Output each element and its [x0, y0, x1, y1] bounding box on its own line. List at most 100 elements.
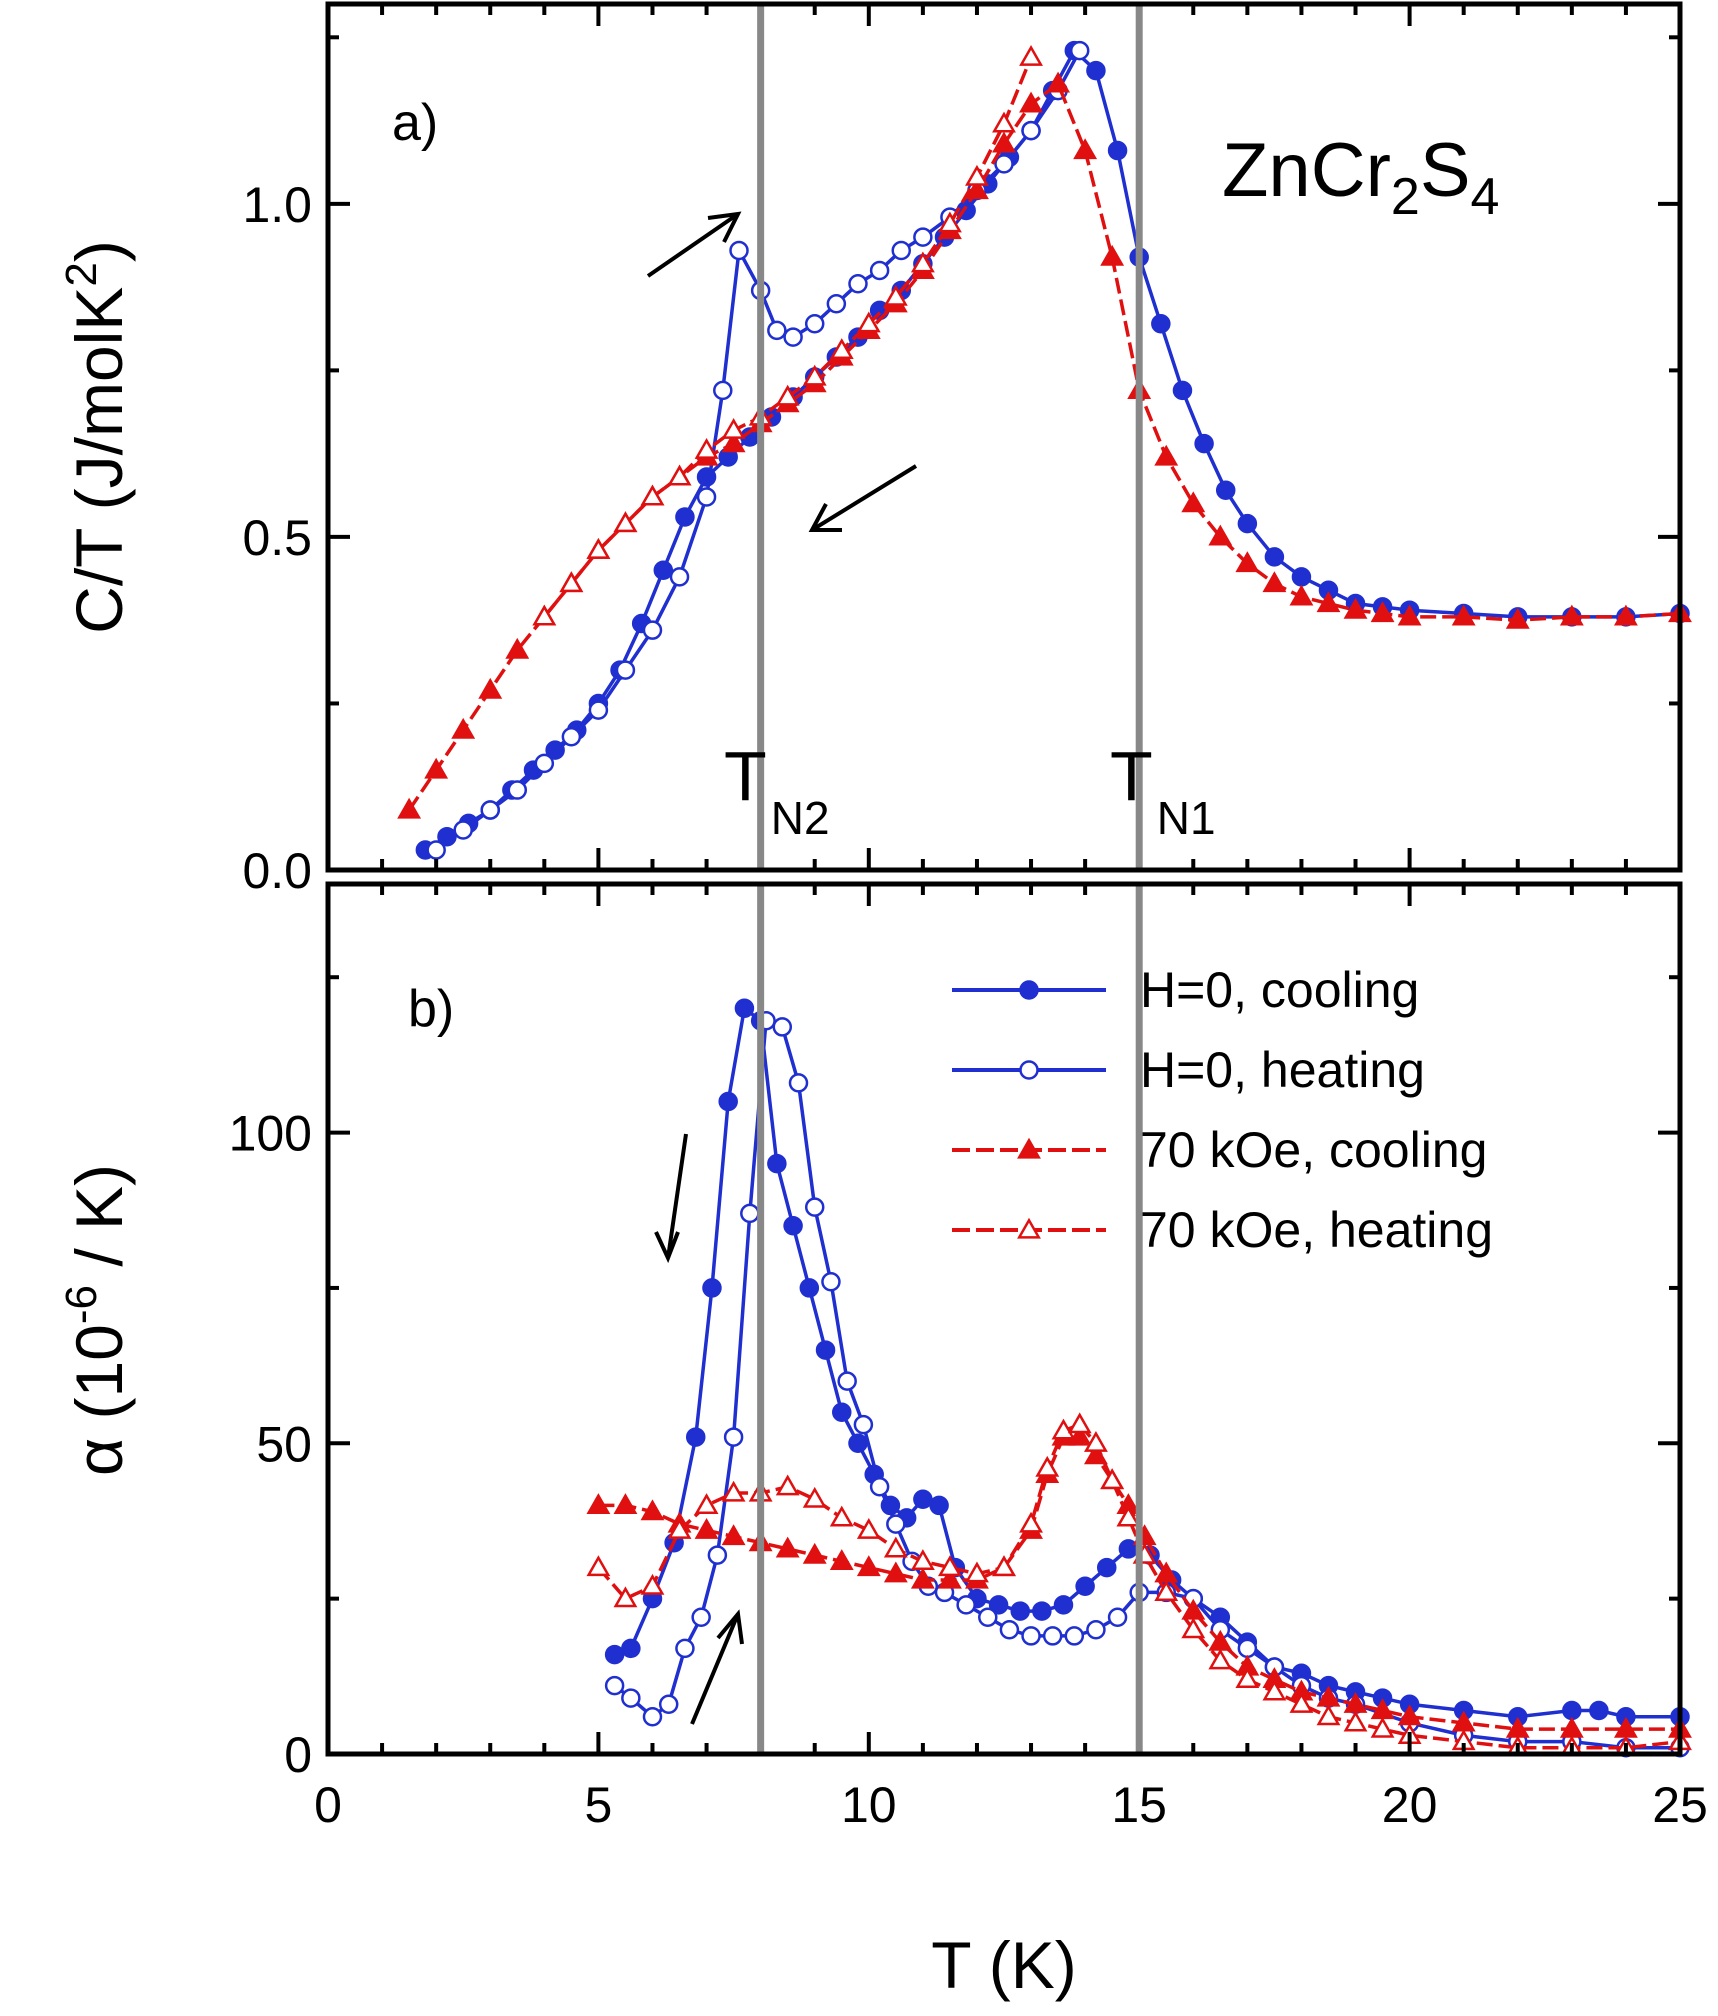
data-point-a-2: [1370, 601, 1395, 623]
data-point-b-0: [1032, 1601, 1052, 1621]
data-point-b-0: [685, 1427, 706, 1447]
data-point-b-0: [913, 1489, 933, 1509]
data-point-b-3: [1035, 1455, 1060, 1477]
data-point-b-1: [642, 1706, 663, 1727]
data-point-a-0: [1215, 480, 1236, 501]
data-point-a-2: [1613, 604, 1638, 626]
data-point-a-3: [640, 484, 665, 506]
data-point-b-3: [1154, 1580, 1179, 1602]
data-point-a-2: [1100, 244, 1125, 266]
data-point-a-0: [545, 740, 565, 760]
marker-label-tn1: TN1: [1110, 737, 1216, 844]
data-point-a-3: [992, 111, 1016, 133]
series-line-a-1: [435, 49, 1082, 852]
data-point-b-2: [910, 1567, 935, 1589]
panel-b-label: b): [408, 980, 454, 1038]
data-point-a-1: [669, 567, 690, 587]
y-tick-label-b: 0: [284, 1727, 312, 1783]
data-point-a-2: [1154, 444, 1179, 466]
data-point-a-2: [1505, 607, 1530, 629]
data-point-b-3: [1019, 1511, 1043, 1533]
data-point-a-1: [534, 753, 555, 774]
arrow-a-down-left: [808, 464, 918, 532]
data-point-b-0: [1589, 1700, 1609, 1721]
data-point-a-2: [397, 797, 422, 819]
legend-label: 70 kOe, heating: [1140, 1202, 1493, 1258]
data-point-a-2: [965, 178, 989, 200]
data-point-b-0: [832, 1402, 852, 1422]
data-point-b-3: [1370, 1716, 1395, 1738]
data-point-a-3: [694, 438, 719, 459]
data-point-a-2: [1208, 524, 1233, 546]
data-point-a-1: [642, 620, 663, 640]
data-point-a-1: [783, 327, 803, 347]
data-point-b-1: [658, 1694, 679, 1715]
data-point-a-2: [478, 677, 503, 699]
data-point-b-1: [1237, 1638, 1258, 1659]
data-point-b-3: [1067, 1412, 1092, 1434]
data-point-b-3: [613, 1586, 638, 1608]
data-point-a-0: [696, 467, 717, 487]
data-point-b-3: [694, 1493, 719, 1515]
data-point-b-0: [702, 1278, 722, 1298]
data-point-a-1: [1069, 40, 1090, 61]
data-point-b-3: [1084, 1430, 1108, 1452]
data-point-b-1: [740, 1203, 760, 1224]
data-point-a-2: [1451, 604, 1476, 626]
data-point-b-0: [1562, 1700, 1582, 1721]
data-point-a-1: [696, 487, 717, 507]
arrow-a-up-right: [646, 211, 742, 278]
data-point-a-1: [804, 314, 825, 334]
data-point-b-1: [837, 1371, 857, 1391]
data-point-a-3: [1019, 44, 1043, 66]
panel-b-marker-lines: [757, 884, 1143, 1754]
data-point-b-1: [788, 1073, 809, 1093]
data-point-b-0: [621, 1638, 641, 1659]
data-point-a-0: [1151, 314, 1171, 334]
data-point-a-3: [721, 418, 746, 439]
compound-base: ZnCr: [1222, 128, 1391, 213]
data-point-a-1: [426, 840, 446, 860]
data-point-b-3: [1116, 1505, 1141, 1527]
data-point-b-0: [1010, 1601, 1030, 1621]
data-point-b-3: [1262, 1679, 1287, 1701]
arrow-b-up-right: [690, 1609, 744, 1725]
panel-b-frame: [325, 881, 1683, 1757]
data-point-a-1: [913, 227, 933, 247]
data-point-a-3: [829, 338, 854, 359]
panel-b: 0 5 10 15 20 25 0 50 100 b) α (10-6 / K) T (K) H…: [57, 881, 1708, 2002]
data-point-b-3: [586, 1555, 611, 1577]
data-point-b-1: [999, 1619, 1020, 1640]
data-point-a-0: [1086, 60, 1106, 81]
ylabel-b-tail: / K): [62, 1164, 136, 1285]
x-tick-label: 0: [314, 1777, 342, 1833]
data-point-a-2: [1343, 597, 1368, 619]
data-point-a-2: [1559, 604, 1584, 626]
data-point-b-0: [848, 1433, 868, 1454]
panel-b-ticks: 0 5 10 15 20 25 0 50 100: [229, 884, 1708, 1833]
data-point-a-2: [1235, 551, 1260, 573]
data-point-b-2: [1067, 1424, 1092, 1446]
data-point-b-3: [640, 1573, 665, 1595]
data-point-a-1: [453, 820, 473, 840]
data-point-a-3: [532, 604, 557, 626]
data-point-a-3: [775, 384, 800, 406]
marker-tn1-main: T: [1110, 737, 1153, 815]
x-tick-label: 25: [1652, 1777, 1708, 1833]
data-point-a-0: [1237, 513, 1258, 534]
data-point-a-3: [586, 537, 611, 559]
data-point-a-1: [1021, 120, 1041, 141]
marker-tn1-sub: N1: [1157, 792, 1216, 844]
legend-label: H=0, heating: [1140, 1042, 1425, 1098]
data-point-a-3: [613, 511, 638, 533]
data-point-b-1: [1042, 1626, 1063, 1646]
y-tick-label-a: 0.5: [242, 510, 312, 566]
ylabel-b-sup: -6: [57, 1285, 106, 1324]
data-point-b-2: [640, 1499, 665, 1521]
legend-label: 70 kOe, cooling: [1140, 1122, 1487, 1178]
data-point-a-3: [965, 164, 989, 186]
data-point-b-1: [1064, 1626, 1085, 1646]
data-point-b-2: [802, 1542, 827, 1564]
data-point-b-2: [937, 1567, 962, 1589]
